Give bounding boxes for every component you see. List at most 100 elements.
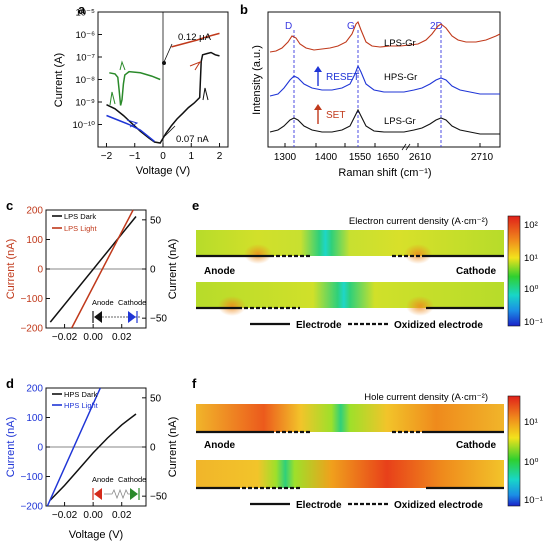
panel-a-annotation-arrow-1 [163, 43, 173, 63]
panel-a-xtick-label: 1 [188, 151, 194, 162]
panel-f-cbar-tick-2: 10⁻¹ [524, 495, 543, 506]
panel-b-chart: D G 2D LPS-Gr HPS-Gr LPS-Gr RESET SET 13… [251, 11, 501, 179]
panel-a-annotation-2: 0.07 nA [176, 134, 209, 145]
panel-d-yleft-label: −200 [20, 502, 43, 513]
panel-c-yleft-label: 200 [26, 206, 43, 217]
panel-a-series-1 [106, 51, 220, 144]
panel-b-xtick-2: 1550 [349, 152, 372, 163]
panel-c-yleft-label: 0 [37, 265, 43, 276]
panel-b-axis-break [401, 143, 411, 151]
panel-b-xtick-4: 2610 [409, 152, 432, 163]
panel-c-legend-1: LPS Light [64, 224, 97, 233]
panel-b-xtick-1: 1400 [315, 152, 338, 163]
panel-d-xlabel: Voltage (V) [69, 529, 123, 541]
panel-a-series-0 [171, 32, 220, 48]
panel-e-map-1 [196, 230, 504, 256]
panel-a-series-2 [109, 70, 161, 106]
panel-d-xtick-label: 0.00 [83, 510, 103, 521]
panel-c-series-0 [49, 216, 137, 323]
panel-b-trace-bottom [269, 108, 500, 135]
panel-c-ylabel-left: Current (nA) [5, 239, 17, 300]
panel-label-a: a [78, 2, 86, 17]
panel-f-cbar-tick-1: 10⁰ [524, 457, 539, 468]
panel-a-annotation-1: 0.12 μA [178, 32, 212, 43]
panel-e-anode: Anode [204, 266, 236, 277]
panel-d-xtick-label: −0.02 [52, 510, 78, 521]
panel-b-peak-g: G [347, 21, 355, 32]
panel-a-xtick-label: −2 [101, 151, 113, 162]
panel-d-yleft-label: 100 [26, 413, 43, 424]
panel-c-inset-diode [92, 311, 140, 323]
panel-b-peak-2d: 2D [430, 21, 443, 32]
panel-a-annotation-arrow-2 [164, 125, 176, 137]
panel-d-ylabel-left: Current (nA) [5, 417, 17, 478]
panel-f-title: Hole current density (A·cm⁻²) [364, 392, 488, 403]
panel-b-xtick-3: 1650 [377, 152, 400, 163]
panel-a-ytick-label: 10⁻⁸ [75, 75, 95, 86]
panel-label-e: e [192, 198, 199, 213]
panel-e-colorbar [507, 215, 521, 327]
panel-b-reset-label: RESET [326, 72, 359, 83]
panel-a-ytick-label: 10⁻⁹ [75, 98, 95, 109]
panel-b-trace-label-1: LPS-Gr [384, 38, 416, 49]
panel-b-trace-top [269, 21, 501, 53]
panel-d-series-0 [49, 413, 137, 501]
panel-c-ylabel-right: Current (nA) [167, 239, 179, 300]
panel-a-arrow-blue [126, 119, 139, 128]
panel-d-xtick-label: 0.02 [112, 510, 132, 521]
panel-a-ytick-label: 10⁻⁷ [76, 53, 96, 64]
panel-a-ylabel: Current (A) [53, 53, 65, 107]
panel-b-xlabel: Raman shift (cm⁻¹) [338, 167, 431, 179]
panel-c-inset-cathode: Cathode [118, 298, 146, 307]
panel-b-x-ticks [284, 143, 481, 147]
panel-e-cathode: Cathode [456, 266, 496, 277]
panel-b-trace-middle [269, 64, 500, 97]
panel-f-cbar-tick-0: 10¹ [524, 417, 538, 428]
panel-d-yleft-label: −100 [20, 472, 43, 483]
panel-c-inset-anode: Anode [92, 298, 114, 307]
panel-d-yleft-label: 0 [37, 443, 43, 454]
panel-d-yright-label: 50 [150, 393, 162, 404]
panel-a-arrow-black [202, 87, 209, 101]
panel-d-inset-diode [92, 488, 140, 500]
panel-d-inset-anode: Anode [92, 475, 114, 484]
panel-a-chart: −2 −1 0 1 2 10⁻¹⁰ 10⁻⁹ 10⁻⁸ 10⁻⁷ 10⁻⁶ 10⁻⁵ Voltag… [53, 8, 229, 177]
panel-b-trace-label-2: HPS-Gr [384, 72, 417, 83]
panel-c-xtick-label: 0.00 [83, 332, 103, 343]
panel-d-legend-1: HPS Light [64, 401, 99, 410]
panel-c-yleft-label: 100 [26, 235, 43, 246]
panel-d-inset-cathode: Cathode [118, 475, 146, 484]
panel-d-legend-0: HPS Dark [64, 390, 98, 399]
panel-b-set-label: SET [326, 110, 345, 121]
panel-f-heatmap: Hole current density (A·cm⁻²) Anode Cath… [196, 392, 543, 511]
panel-b-xtick-0: 1300 [274, 152, 297, 163]
panel-a-point-1 [162, 61, 166, 65]
panel-c-xtick-label: 0.02 [112, 332, 132, 343]
panel-c-yleft-label: −100 [20, 294, 43, 305]
panel-a-xtick-label: 0 [160, 151, 166, 162]
panel-b-peak-d: D [285, 21, 292, 32]
panel-label-b: b [240, 2, 248, 17]
panel-a-ytick-label: 10⁻⁵ [75, 8, 95, 19]
panel-a-arrow-red [189, 60, 202, 71]
panel-e-cbar-tick-3: 10⁻¹ [524, 317, 543, 328]
panel-b-frame [267, 11, 501, 148]
panel-label-d: d [6, 376, 14, 391]
panel-d-yright-label: −50 [150, 492, 167, 503]
panel-label-c: c [6, 198, 13, 213]
panel-f-map-2 [196, 460, 504, 488]
panel-f-cathode: Cathode [456, 440, 496, 451]
panel-c-yright-label: −50 [150, 314, 167, 325]
panel-d-series-1 [46, 387, 101, 507]
panel-e-title: Electron current density (A·cm⁻²) [349, 216, 488, 227]
panel-a-series-3 [106, 114, 155, 142]
panel-b-ylabel: Intensity (a.u.) [251, 45, 263, 115]
panel-b-xtick-5: 2710 [471, 152, 494, 163]
panel-c-xtick-label: −0.02 [52, 332, 78, 343]
panel-e-cbar-tick-1: 10¹ [524, 253, 538, 264]
panel-e-heatmap: Electron current density (A·cm⁻²) Anode … [196, 215, 543, 331]
panel-c-yright-label: 0 [150, 265, 156, 276]
panel-d-chart: −0.02 0.00 0.02 −200 −100 0 100 200 −50 0 50 Volta… [5, 384, 179, 542]
panel-a-ytick-label: 10⁻⁶ [76, 30, 96, 41]
